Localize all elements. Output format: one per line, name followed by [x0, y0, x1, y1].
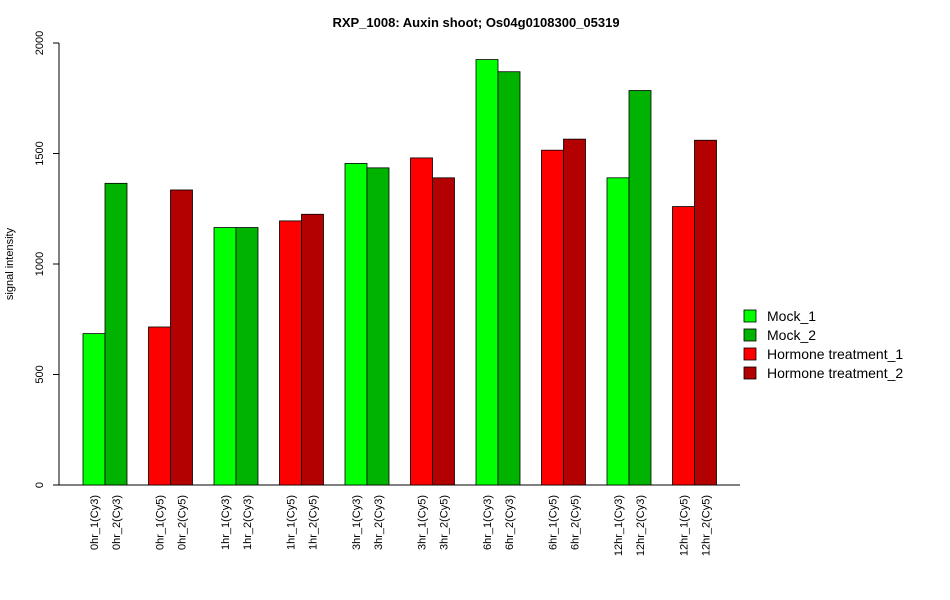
x-tick-label: 3hr_1(Cy3) [351, 495, 363, 550]
bar [170, 189, 193, 486]
legend-label: Mock_1 [767, 308, 816, 324]
x-tick-label: 12hr_2(Cy3) [635, 495, 647, 556]
bar [606, 177, 630, 486]
y-tick-label: 500 [34, 365, 46, 383]
legend-label: Hormone treatment_1 [767, 346, 903, 362]
chart-title: RXP_1008: Auxin shoot; Os04g0108300_0531… [332, 15, 619, 30]
bar [148, 326, 171, 486]
x-tick-label: 1hr_2(Cy5) [307, 495, 319, 550]
y-tick-label: 1000 [34, 252, 46, 276]
bar [366, 167, 390, 486]
x-tick-label: 3hr_1(Cy5) [416, 495, 428, 550]
x-tick-label: 0hr_1(Cy5) [154, 495, 166, 550]
bar [694, 139, 717, 486]
bar [301, 213, 324, 486]
x-tick-label: 3hr_2(Cy5) [438, 495, 450, 550]
x-tick-label: 3hr_2(Cy3) [373, 495, 385, 550]
bar [497, 71, 521, 486]
bar [628, 90, 652, 486]
x-tick-label: 1hr_1(Cy3) [220, 495, 232, 550]
x-tick-label: 6hr_1(Cy5) [547, 495, 559, 550]
bar [344, 163, 368, 486]
bar [82, 333, 106, 486]
legend-swatch [743, 328, 757, 342]
x-axis-labels: 0hr_1(Cy3) 0hr_2(Cy3) 0hr_1(Cy5) 0hr_2(Cy5)… [89, 495, 712, 556]
x-tick-label: 12hr_1(Cy5) [678, 495, 690, 556]
legend-swatch [743, 309, 757, 323]
bar [104, 182, 128, 486]
legend: Mock_1 Mock_2 Hormone treatment_1 Hormone t… [743, 308, 903, 381]
x-tick-label: 0hr_1(Cy3) [89, 495, 101, 550]
x-tick-label: 12hr_2(Cy5) [700, 495, 712, 556]
bar [672, 206, 695, 486]
y-axis-ticks: 0 500 1000 1500 2000 [34, 31, 59, 488]
legend-swatch [743, 347, 757, 361]
x-tick-label: 1hr_1(Cy5) [285, 495, 297, 550]
y-axis-label: signal intensity [4, 227, 16, 300]
y-tick-label: 0 [34, 482, 46, 488]
x-tick-label: 6hr_2(Cy3) [504, 495, 516, 550]
y-tick-label: 1500 [34, 141, 46, 165]
bars [82, 59, 717, 486]
legend-swatch [743, 366, 757, 380]
x-tick-label: 6hr_1(Cy3) [482, 495, 494, 550]
bar [541, 149, 564, 486]
legend-label: Mock_2 [767, 327, 816, 343]
x-tick-label: 6hr_2(Cy5) [569, 495, 581, 550]
x-tick-label: 0hr_2(Cy5) [176, 495, 188, 550]
bar [475, 59, 499, 486]
bar [213, 227, 237, 486]
y-tick-label: 2000 [34, 31, 46, 55]
bar [279, 220, 302, 486]
x-tick-label: 0hr_2(Cy3) [111, 495, 123, 550]
legend-label: Hormone treatment_2 [767, 365, 903, 381]
bar [410, 157, 433, 486]
x-tick-label: 12hr_1(Cy3) [613, 495, 625, 556]
bar [563, 138, 586, 486]
x-tick-label: 1hr_2(Cy3) [242, 495, 254, 550]
bar [432, 177, 455, 486]
bar [235, 227, 259, 486]
